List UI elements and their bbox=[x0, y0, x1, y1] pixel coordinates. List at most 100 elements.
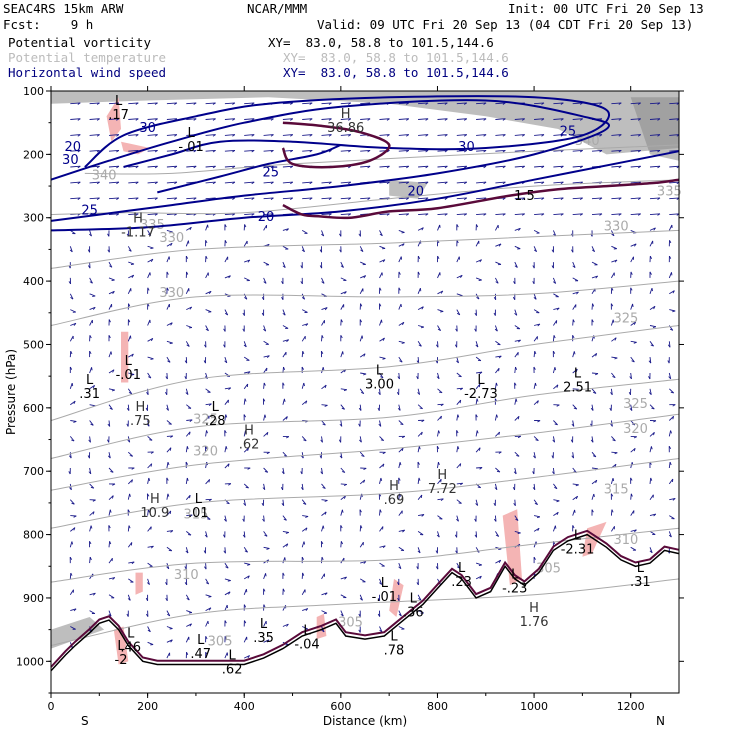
wind-vector-614 bbox=[186, 404, 192, 409]
extremum-marker-3: H bbox=[133, 211, 143, 226]
wind-vector-704 bbox=[69, 452, 72, 459]
wind-vector-834 bbox=[108, 509, 112, 516]
wind-vector-794 bbox=[572, 483, 579, 487]
wind-vector-595 bbox=[437, 388, 443, 394]
wind-vector-163 bbox=[128, 181, 139, 185]
wind-vector-193 bbox=[89, 197, 100, 200]
wind-vector-331 bbox=[282, 261, 286, 268]
wind-vector-1009 bbox=[70, 626, 76, 630]
wind-vector-872 bbox=[223, 531, 226, 538]
wind-vector-330 bbox=[263, 261, 270, 266]
wind-vector-68 bbox=[147, 134, 158, 137]
wind-vector-113 bbox=[398, 149, 410, 153]
wind-vector-849 bbox=[398, 510, 403, 516]
wind-vector-816 bbox=[378, 493, 382, 500]
wind-vector-874 bbox=[263, 531, 268, 537]
wind-vector-33 bbox=[89, 118, 100, 121]
pv-contour-0 bbox=[282, 178, 680, 220]
extremum-value-25: .47 bbox=[190, 647, 211, 662]
wind-vector-422 bbox=[186, 306, 193, 311]
wind-vector-991 bbox=[89, 610, 96, 615]
wind-vector-75 bbox=[282, 134, 294, 137]
wind-vector-753 bbox=[398, 462, 402, 469]
wind-vector-886 bbox=[495, 531, 500, 537]
wind-vector-553 bbox=[244, 371, 251, 375]
wind-vector-144 bbox=[379, 165, 390, 169]
wind-vector-372 bbox=[456, 274, 463, 279]
wind-vector-785 bbox=[398, 477, 401, 484]
wind-vector-671 bbox=[668, 415, 675, 421]
wind-vector-333 bbox=[319, 262, 323, 269]
wind-vector-432 bbox=[379, 303, 382, 310]
wind-vector-645 bbox=[166, 420, 172, 425]
wind-vector-101 bbox=[166, 149, 178, 153]
wind-vector-931 bbox=[204, 563, 207, 570]
wind-vector-78 bbox=[340, 134, 352, 137]
wind-vector-604 bbox=[610, 388, 613, 396]
wind-vector-827 bbox=[591, 493, 595, 500]
wind-vector-924 bbox=[69, 556, 73, 564]
wind-vector-277 bbox=[475, 224, 479, 231]
extremum-marker-2: H bbox=[341, 107, 351, 122]
wind-vector-474 bbox=[572, 319, 575, 326]
wind-vector-11 bbox=[282, 102, 294, 105]
field-theta-name: Potential temperature bbox=[8, 50, 167, 65]
wind-vector-819 bbox=[437, 498, 444, 502]
wind-vector-726 bbox=[495, 451, 502, 454]
wind-vector-879 bbox=[359, 525, 363, 532]
wind-vector-594 bbox=[417, 388, 421, 395]
wind-vector-979 bbox=[224, 591, 231, 596]
wind-vector-111 bbox=[360, 149, 371, 153]
wind-vector-357 bbox=[166, 271, 169, 278]
wind-vector-927 bbox=[128, 561, 135, 565]
wind-vector-721 bbox=[398, 447, 404, 453]
wind-vector-621 bbox=[321, 404, 328, 407]
wind-vector-576 bbox=[69, 382, 74, 389]
theta-contour-4 bbox=[50, 325, 680, 421]
wind-vector-772 bbox=[147, 477, 151, 484]
wind-vector-426 bbox=[261, 309, 265, 316]
wind-vector-560 bbox=[379, 372, 384, 379]
wind-vector-623 bbox=[358, 404, 362, 411]
wind-label-2-1: 20 bbox=[258, 210, 275, 225]
wind-vector-545 bbox=[89, 367, 93, 374]
theta-label-7-1: 315 bbox=[604, 482, 629, 497]
wind-vector-457 bbox=[242, 325, 245, 332]
wind-vector-1002 bbox=[302, 608, 309, 612]
wind-vector-620 bbox=[301, 400, 308, 406]
wind-vector-279 bbox=[514, 227, 521, 231]
wind-vector-434 bbox=[417, 306, 424, 310]
wind-vector-1016 bbox=[243, 620, 247, 627]
wind-vector-647 bbox=[205, 415, 210, 421]
y-tick-label-6: 700 bbox=[23, 465, 44, 478]
wind-vector-314 bbox=[571, 246, 574, 253]
wind-vector-44 bbox=[302, 118, 313, 121]
wind-vector-592 bbox=[378, 388, 381, 396]
wind-vector-734 bbox=[649, 446, 653, 453]
wind-vector-751 bbox=[360, 467, 367, 471]
wind-vector-646 bbox=[186, 419, 193, 422]
wind-vector-84 bbox=[456, 134, 468, 137]
wind-vector-258 bbox=[107, 230, 110, 237]
wind-vector-491 bbox=[282, 339, 290, 343]
extremum-value-26: .46 bbox=[120, 640, 141, 655]
wind-vector-493 bbox=[321, 335, 324, 342]
wind-vector-12 bbox=[302, 102, 313, 105]
wind-vector-506 bbox=[572, 335, 575, 342]
wind-vector-369 bbox=[398, 271, 401, 278]
wind-vector-253 bbox=[630, 213, 641, 216]
wind-vector-911 bbox=[379, 545, 386, 549]
wind-vector-841 bbox=[242, 515, 245, 522]
wind-vector-913 bbox=[417, 547, 421, 554]
wind-vector-152 bbox=[534, 165, 545, 169]
wind-vector-881 bbox=[398, 529, 405, 533]
wind-vector-139 bbox=[282, 165, 294, 169]
wind-vector-146 bbox=[418, 165, 429, 169]
wind-vector-544 bbox=[69, 366, 73, 373]
wind-vector-523 bbox=[282, 351, 287, 358]
wind-vector-45 bbox=[321, 118, 332, 121]
wind-vector-255 bbox=[669, 213, 680, 216]
wind-vector-1022 bbox=[379, 626, 383, 633]
wind-vector-363 bbox=[281, 277, 284, 285]
extremum-value-0: .17 bbox=[108, 108, 129, 123]
